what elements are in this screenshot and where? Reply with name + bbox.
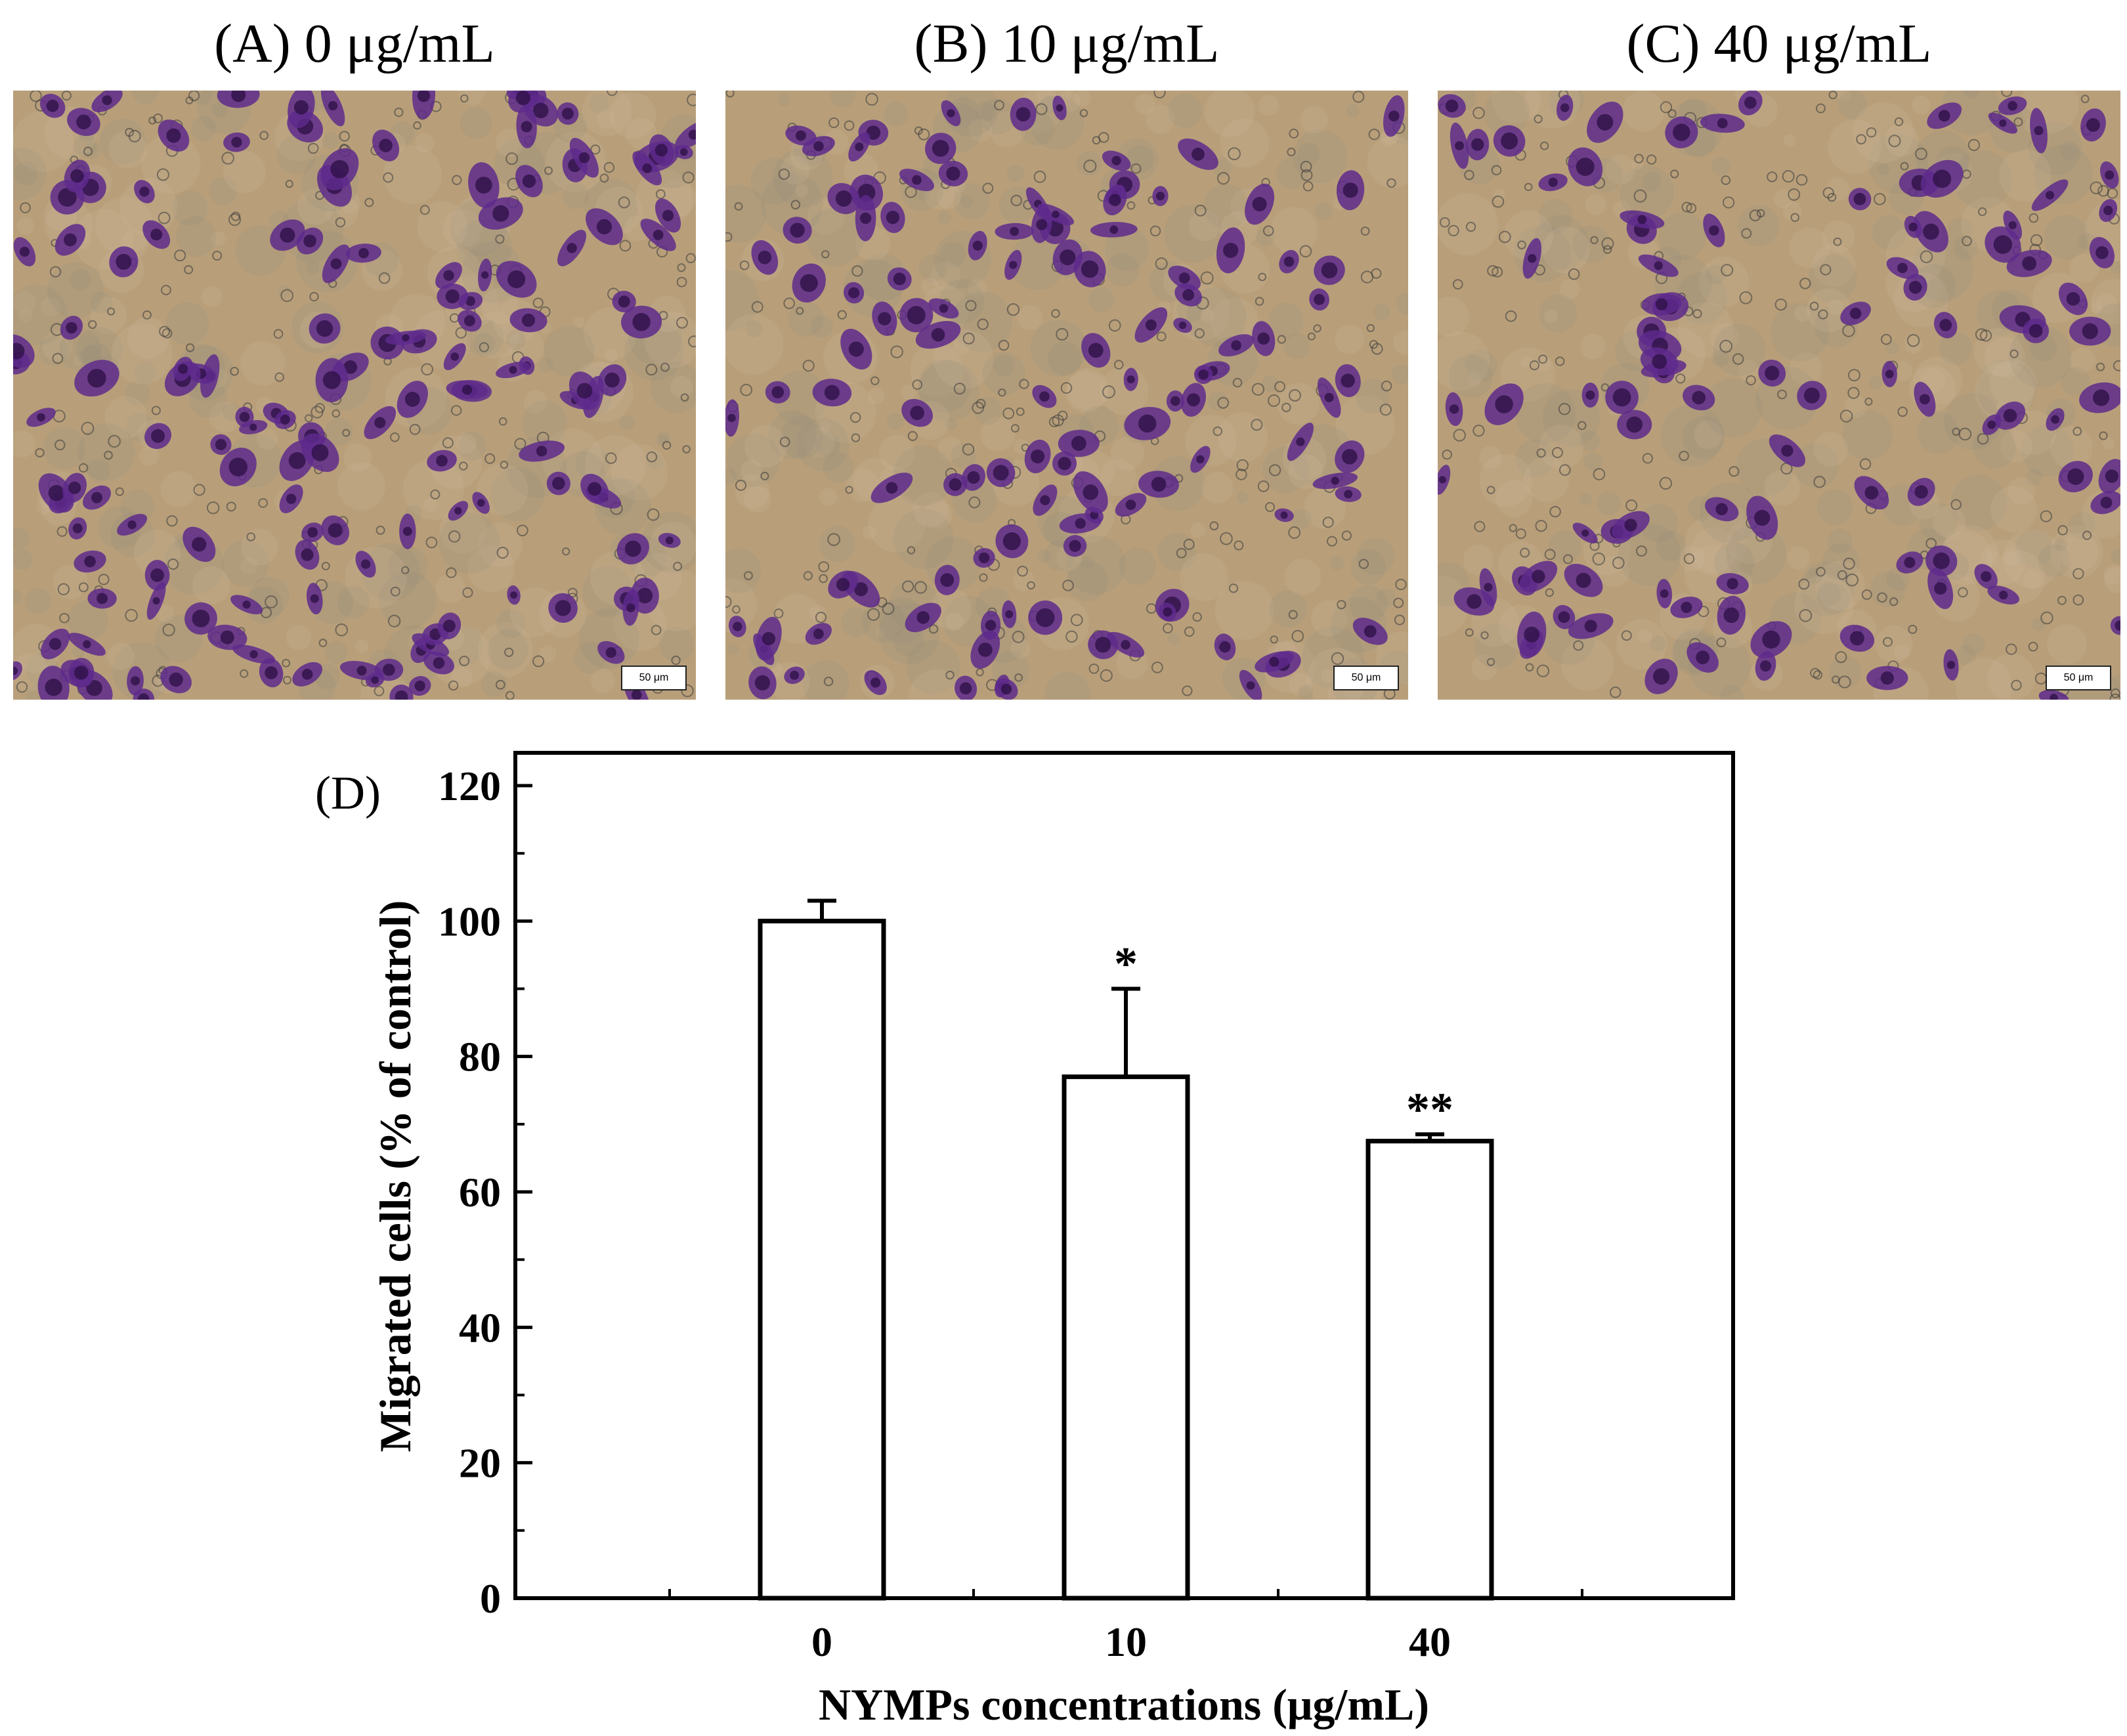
y-tick-label: 120 <box>438 763 501 809</box>
scale-bar-a: 50 μm <box>621 666 687 690</box>
y-tick-label: 80 <box>459 1034 501 1080</box>
panel-a-title: (A) 0 μg/mL <box>214 13 495 74</box>
x-axis: 0 10 40 <box>668 1581 1583 1665</box>
scale-bar-c: 50 μm <box>2046 666 2111 690</box>
significance-marker: * <box>1114 938 1138 990</box>
bars: *** <box>758 899 1494 1601</box>
scale-bar-b: 50 μm <box>1333 666 1399 690</box>
bar <box>758 918 886 1601</box>
panel-b-title: (B) 10 μg/mL <box>914 13 1220 74</box>
y-axis-label: Migrated cells (% of control) <box>370 900 420 1452</box>
bar <box>1365 1139 1494 1601</box>
micrograph-b: 50 μm <box>725 91 1408 700</box>
y-axis: 0 20 40 60 80 100 120 <box>438 763 532 1622</box>
significance-marker: ** <box>1406 1083 1453 1135</box>
x-tick-label: 40 <box>1409 1619 1451 1665</box>
x-tick-label: 10 <box>1105 1619 1147 1665</box>
x-tick-label: 0 <box>811 1619 832 1665</box>
micrograph-a: 50 μm <box>13 91 696 700</box>
panel-c-title: (C) 40 μg/mL <box>1626 13 1932 74</box>
micrograph-c: 50 μm <box>1438 91 2120 700</box>
y-tick-label: 100 <box>438 898 501 944</box>
panel-d-label: (D) <box>315 767 381 819</box>
y-tick-label: 20 <box>459 1440 501 1487</box>
y-tick-label: 40 <box>459 1304 501 1351</box>
x-axis-label: NYMPs concentrations (μg/mL) <box>819 1680 1429 1729</box>
y-tick-label: 0 <box>480 1575 501 1622</box>
y-tick-label: 60 <box>459 1169 501 1216</box>
bar <box>1062 1074 1190 1601</box>
